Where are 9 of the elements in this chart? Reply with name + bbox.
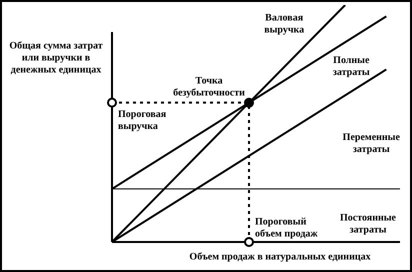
annotation: Точка безубыточности bbox=[173, 75, 246, 98]
y-axis-title: Общая сумма затрат или выручки в денежных единицах bbox=[9, 40, 103, 76]
series-label: Полные затраты bbox=[332, 54, 370, 78]
text: Переменные затраты bbox=[342, 132, 400, 156]
series-label: Валовая выручка bbox=[264, 12, 304, 36]
legend-label: Пороговая выручка bbox=[118, 109, 167, 132]
text: Пороговый объем продаж bbox=[255, 216, 318, 240]
text: Постоянные затраты bbox=[340, 212, 397, 236]
x-axis-title: Объем продаж в натуральных единицах bbox=[189, 252, 371, 263]
